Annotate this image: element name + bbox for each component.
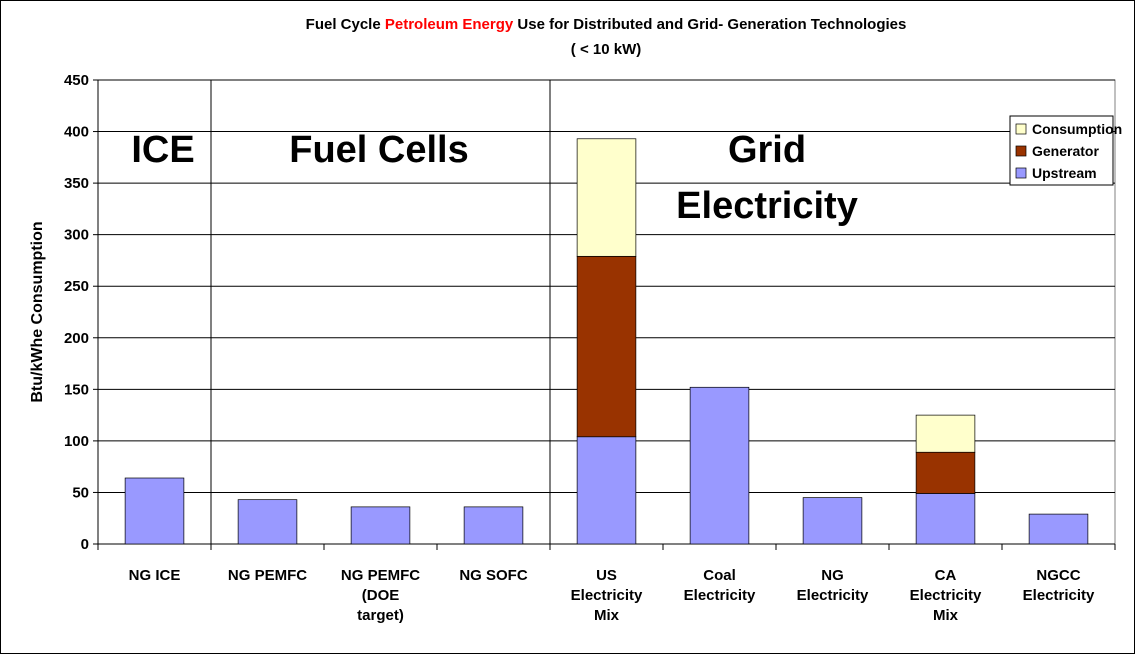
x-tick-label: US: [596, 567, 617, 584]
legend-swatch: [1015, 167, 1027, 179]
legend-label: Upstream: [1032, 165, 1097, 181]
x-tick-label: NG PEMFC: [228, 567, 307, 584]
group-label: Fuel Cells: [289, 129, 469, 171]
y-tick-label: 50: [72, 484, 89, 501]
x-tick-label: NGCC: [1036, 567, 1080, 584]
y-tick-label: 100: [64, 433, 89, 450]
y-tick-label: 150: [64, 381, 89, 398]
x-tick-label: Electricity: [684, 587, 756, 604]
x-tick-label: CA: [935, 567, 957, 584]
legend-label: Consumption: [1032, 121, 1122, 137]
y-tick-label: 350: [64, 175, 89, 192]
bar-segment: [576, 138, 637, 257]
group-label: Grid: [728, 129, 806, 171]
chart-subtitle: ( < 10 kW): [571, 41, 641, 58]
title-highlight: Petroleum Energy: [385, 16, 514, 33]
x-tick-label: Mix: [594, 607, 620, 624]
y-tick-label: 400: [64, 124, 89, 141]
y-tick-label: 250: [64, 278, 89, 295]
x-tick-label: NG PEMFC: [341, 567, 420, 584]
legend-swatch: [1015, 123, 1027, 135]
bar-segment: [802, 497, 863, 545]
x-tick-label: Electricity: [1023, 587, 1095, 604]
group-label: ICE: [131, 129, 194, 171]
y-tick-label: 450: [64, 72, 89, 89]
y-tick-label: 0: [81, 536, 89, 553]
x-tick-label: Electricity: [797, 587, 869, 604]
legend-label: Generator: [1032, 143, 1099, 159]
x-tick-label: NG ICE: [129, 567, 181, 584]
x-tick-label: (DOE: [362, 587, 400, 604]
bar-segment: [237, 499, 298, 545]
bar-segment: [463, 506, 524, 545]
x-tick-label: Electricity: [910, 587, 982, 604]
x-tick-label: Electricity: [571, 587, 643, 604]
bar-segment: [124, 477, 185, 545]
bar-segment: [576, 255, 637, 438]
x-tick-label: Mix: [933, 607, 959, 624]
legend-swatch: [1015, 145, 1027, 157]
bar-segment: [915, 493, 976, 545]
x-tick-label: NG SOFC: [459, 567, 528, 584]
bar-segment: [576, 436, 637, 545]
bar-segment: [689, 386, 750, 545]
group-label: Electricity: [676, 185, 858, 227]
x-tick-label: target): [357, 607, 404, 624]
bar-segment: [915, 451, 976, 494]
title-part: Fuel Cycle: [306, 16, 381, 33]
bar-segment: [1028, 513, 1089, 545]
legend-box: [1009, 115, 1114, 186]
bar-segment: [915, 414, 976, 453]
y-tick-label: 300: [64, 227, 89, 244]
title-part: Use for Distributed and Grid- Generation…: [517, 16, 906, 33]
y-axis-label: Btu/kWhe Consumption: [29, 221, 46, 402]
x-tick-label: Coal: [703, 567, 736, 584]
bar-segment: [350, 506, 411, 545]
y-tick-label: 200: [64, 330, 89, 347]
x-tick-label: NG: [821, 567, 844, 584]
chart-title: Fuel Cycle Petroleum Energy Use for Dist…: [306, 16, 907, 33]
